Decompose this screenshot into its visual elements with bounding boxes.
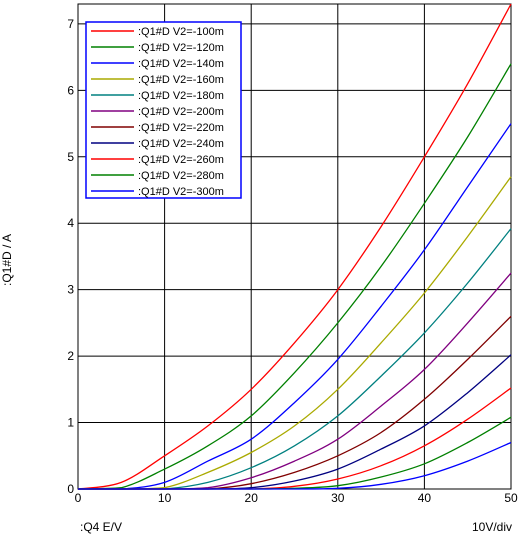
legend-label: :Q1#D V2=-140m bbox=[138, 58, 224, 70]
y-tick-label: 4 bbox=[67, 216, 74, 230]
x-tick-label: 10 bbox=[158, 491, 172, 505]
y-tick-label: 1 bbox=[67, 416, 74, 430]
x-tick-label: 0 bbox=[75, 491, 82, 505]
legend-label: :Q1#D V2=-120m bbox=[138, 42, 224, 54]
legend-label: :Q1#D V2=-180m bbox=[138, 90, 224, 102]
legend-label: :Q1#D V2=-280m bbox=[138, 170, 224, 182]
series-line-1 bbox=[77, 63, 512, 490]
x-tick-label: 40 bbox=[418, 491, 432, 505]
x-tick-label: 50 bbox=[504, 491, 518, 505]
legend-label: :Q1#D V2=-240m bbox=[138, 138, 224, 150]
y-tick-label: 6 bbox=[67, 83, 74, 97]
legend-label: :Q1#D V2=-100m bbox=[138, 26, 224, 38]
y-axis-label: :Q1#D / A bbox=[0, 233, 14, 287]
series-line-2 bbox=[78, 123, 512, 490]
legend-label: :Q1#D V2=-160m bbox=[138, 74, 224, 86]
x-tick-label: 20 bbox=[245, 491, 259, 505]
legend-label: :Q1#D V2=-260m bbox=[138, 154, 224, 166]
series-line-0 bbox=[77, 3, 512, 490]
legend-box bbox=[85, 21, 242, 199]
legend-label: :Q1#D V2=-200m bbox=[138, 106, 224, 118]
y-tick-label: 5 bbox=[67, 150, 74, 164]
x-tick-label: 30 bbox=[331, 491, 345, 505]
legend-label: :Q1#D V2=-220m bbox=[138, 122, 224, 134]
scale-label: 10V/div bbox=[471, 520, 512, 534]
y-tick-label: 3 bbox=[67, 283, 74, 297]
y-tick-label: 2 bbox=[67, 349, 74, 363]
y-tick-label: 7 bbox=[67, 17, 74, 31]
x-axis-label: :Q4 E/V bbox=[80, 520, 123, 534]
legend-label: :Q1#D V2=-300m bbox=[138, 186, 224, 198]
series-line-10 bbox=[78, 441, 512, 490]
y-tick-label: 0 bbox=[67, 482, 74, 496]
